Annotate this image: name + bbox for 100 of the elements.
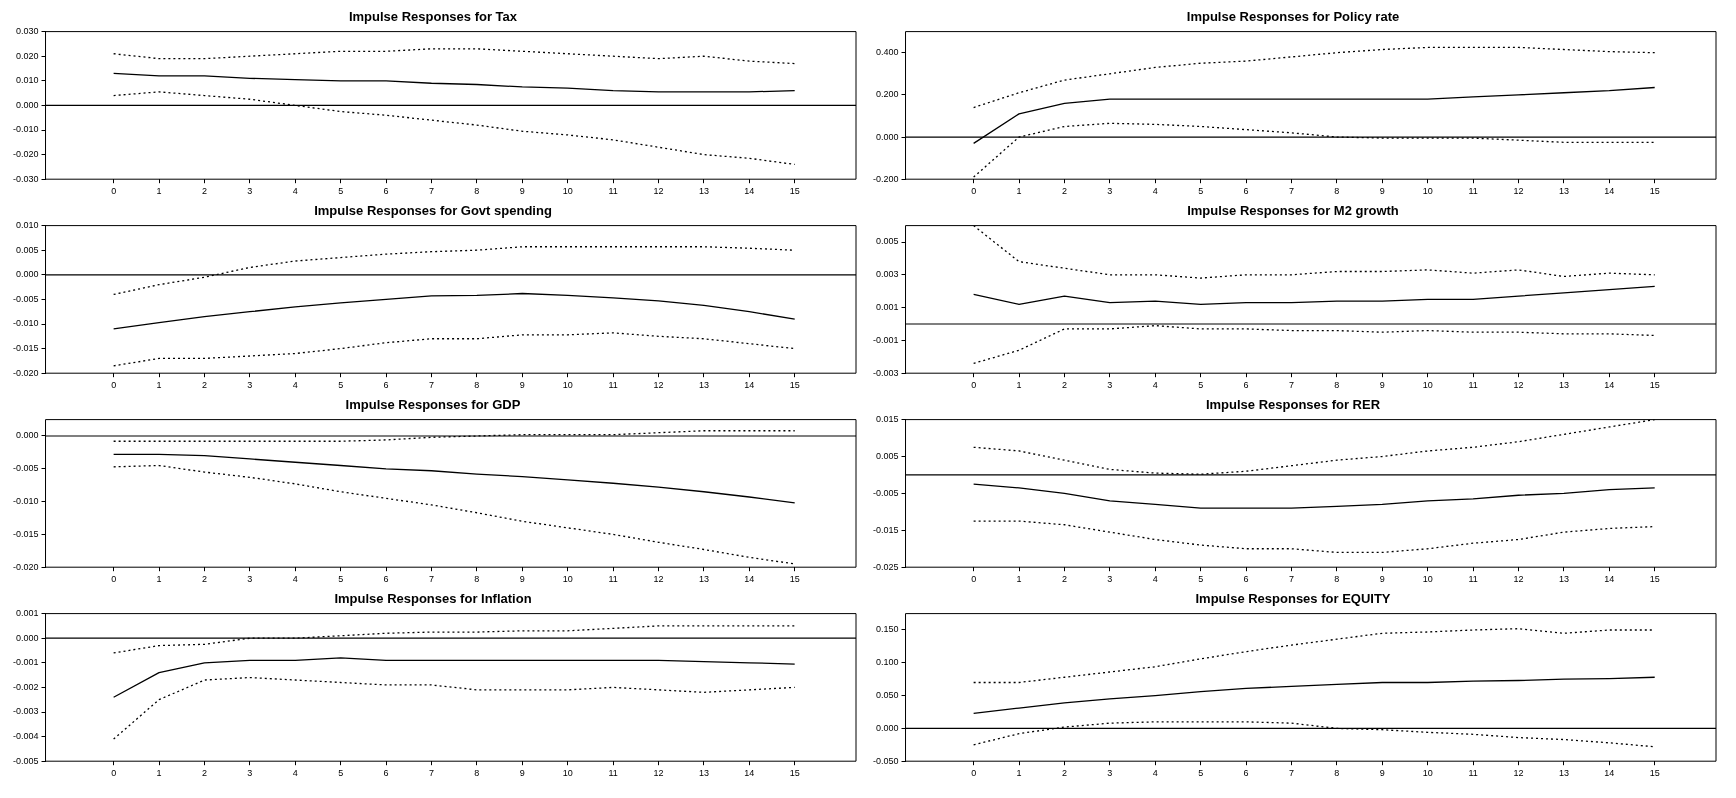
x-tick-label: 8 [1334,574,1340,585]
y-tick-label: 0.000 [875,722,899,733]
x-tick-label: 12 [1513,186,1524,197]
x-tick-label: 13 [698,574,709,585]
x-tick-label: 9 [519,186,525,197]
x-tick-label: 4 [1152,574,1158,585]
x-tick-label: 10 [1422,768,1433,779]
x-tick-label: 15 [1649,768,1660,779]
x-tick-label: 1 [1016,768,1022,779]
x-tick-label: 11 [1468,768,1478,779]
x-tick-label: 14 [744,380,755,391]
x-tick-label: 4 [1152,380,1158,391]
x-tick-label: 7 [1288,380,1294,391]
x-tick-label: 14 [744,186,755,197]
x-tick-label: 8 [474,768,480,779]
x-tick-label: 0 [111,186,117,197]
x-tick-label: 10 [562,186,573,197]
x-tick-label: 7 [1288,186,1294,197]
y-tick-label: -0.025 [872,561,899,572]
chart-title: Impulse Responses for GDP [345,397,521,413]
x-tick-label: 8 [474,380,480,391]
x-tick-label: 0 [971,768,977,779]
x-tick-label: 7 [428,186,434,197]
x-tick-label: 6 [383,186,389,197]
x-tick-label: 6 [383,768,389,779]
y-tick-label: 0.000 [15,269,39,280]
x-tick-label: 8 [474,574,480,585]
x-tick-label: 2 [201,380,207,391]
x-tick-label: 2 [1061,380,1067,391]
y-tick-label: -0.020 [12,149,39,160]
y-tick-label: 0.000 [875,131,899,142]
y-tick-label: -0.200 [872,173,899,184]
x-tick-label: 13 [1558,768,1569,779]
y-tick-label: -0.010 [12,124,39,135]
x-tick-label: 7 [1288,768,1294,779]
x-tick-label: 6 [1243,768,1249,779]
x-tick-label: 9 [1379,186,1385,197]
y-tick-label: -0.005 [12,463,39,474]
x-tick-label: 1 [156,574,162,585]
y-tick-label: -0.010 [12,318,39,329]
x-tick-label: 8 [1334,380,1340,391]
x-tick-label: 9 [519,768,525,779]
x-tick-label: 6 [1243,574,1249,585]
x-tick-label: 12 [1513,768,1524,779]
y-tick-label: -0.030 [12,173,39,184]
x-tick-label: 2 [1061,186,1067,197]
x-tick-label: 11 [608,380,618,391]
y-tick-label: -0.015 [12,528,39,539]
x-tick-label: 10 [1422,380,1433,391]
chart-title: Impulse Responses for Policy rate [1186,9,1400,25]
x-tick-label: 12 [653,380,664,391]
y-tick-label: 0.000 [15,430,39,441]
y-tick-label: 0.001 [15,608,39,619]
x-tick-label: 5 [1198,186,1204,197]
x-tick-label: 12 [1513,574,1524,585]
y-tick-label: -0.010 [12,496,39,507]
x-tick-label: 10 [562,574,573,585]
y-tick-label: 0.050 [875,690,899,701]
chart-title: Impulse Responses for EQUITY [1195,591,1391,607]
x-tick-label: 2 [201,574,207,585]
y-tick-label: 0.000 [15,632,39,643]
x-tick-label: 1 [156,768,162,779]
x-tick-label: 9 [1379,768,1385,779]
y-tick-label: 0.003 [875,269,899,280]
y-tick-label: -0.020 [12,367,39,378]
chart-title: Impulse Responses for Govt spending [314,203,552,219]
y-tick-label: -0.050 [872,755,899,766]
y-tick-label: -0.003 [872,367,899,378]
x-tick-label: 1 [1016,574,1022,585]
x-tick-label: 4 [1152,768,1158,779]
y-tick-label: 0.010 [15,220,39,231]
y-tick-label: 0.015 [875,414,899,425]
x-tick-label: 14 [1604,768,1615,779]
x-tick-label: 5 [1198,574,1204,585]
x-tick-label: 0 [111,574,117,585]
x-tick-label: 12 [653,186,664,197]
x-tick-label: 12 [653,574,664,585]
x-tick-label: 1 [156,380,162,391]
x-tick-label: 12 [653,768,664,779]
x-tick-label: 5 [338,380,344,391]
x-tick-label: 3 [247,186,253,197]
x-tick-label: 0 [971,574,977,585]
x-tick-label: 3 [247,380,253,391]
x-tick-label: 5 [338,768,344,779]
x-tick-label: 6 [1243,380,1249,391]
x-tick-label: 3 [1107,186,1113,197]
x-tick-label: 4 [292,574,298,585]
x-tick-label: 9 [519,574,525,585]
x-tick-label: 11 [608,768,618,779]
x-tick-label: 7 [428,574,434,585]
y-tick-label: 0.005 [875,450,899,461]
x-tick-label: 10 [1422,574,1433,585]
x-tick-label: 13 [1558,380,1569,391]
x-tick-label: 10 [1422,186,1433,197]
x-tick-label: 0 [971,380,977,391]
x-tick-label: 1 [1016,380,1022,391]
x-tick-label: 6 [383,574,389,585]
x-tick-label: 10 [562,768,573,779]
y-tick-label: -0.003 [12,706,39,717]
x-tick-label: 3 [1107,768,1113,779]
